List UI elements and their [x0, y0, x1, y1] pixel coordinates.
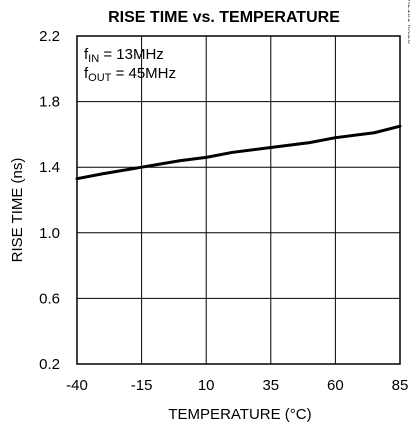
x-tick-label: 10 [198, 377, 215, 394]
fin-base: f [84, 46, 89, 63]
plot-frame [76, 35, 401, 365]
x-tick-labels: -40 -15 10 35 60 85 [66, 377, 408, 394]
x-tick-label: 85 [392, 377, 409, 394]
figure-id: MAX2101 toc20 [406, 0, 410, 45]
fout-value: = 45MHz [111, 65, 176, 82]
y-tick-label: 2.2 [39, 28, 60, 45]
x-tick-label: -15 [131, 377, 153, 394]
chart-title: RISE TIME vs. TEMPERATURE [108, 9, 340, 26]
fout-subscript: OUT [88, 72, 112, 84]
grid-lines [77, 36, 400, 364]
fin-subscript: IN [88, 53, 99, 65]
fin-value: = 13MHz [99, 46, 164, 63]
x-axis-label: TEMPERATURE (°C) [168, 406, 311, 423]
fin-annotation: fIN = 13MHz [84, 46, 164, 65]
series-layer [75, 124, 402, 181]
x-tick-label: -40 [66, 377, 88, 394]
y-tick-label: 1.4 [39, 159, 60, 176]
y-tick-labels: 2.2 1.8 1.4 1.0 0.6 0.2 [39, 28, 60, 373]
y-tick-label: 1.0 [39, 225, 60, 242]
y-tick-label: 1.8 [39, 94, 60, 111]
fout-annotation: fOUT = 45MHz [84, 65, 176, 84]
y-tick-label: 0.2 [39, 356, 60, 373]
x-tick-label: 35 [262, 377, 279, 394]
y-axis-label: RISE TIME (ns) [9, 158, 26, 263]
rise-time-series-line [75, 124, 402, 181]
fout-base: f [84, 65, 89, 82]
plot-border [76, 35, 401, 365]
y-tick-label: 0.6 [39, 290, 60, 307]
x-tick-label: 60 [327, 377, 344, 394]
